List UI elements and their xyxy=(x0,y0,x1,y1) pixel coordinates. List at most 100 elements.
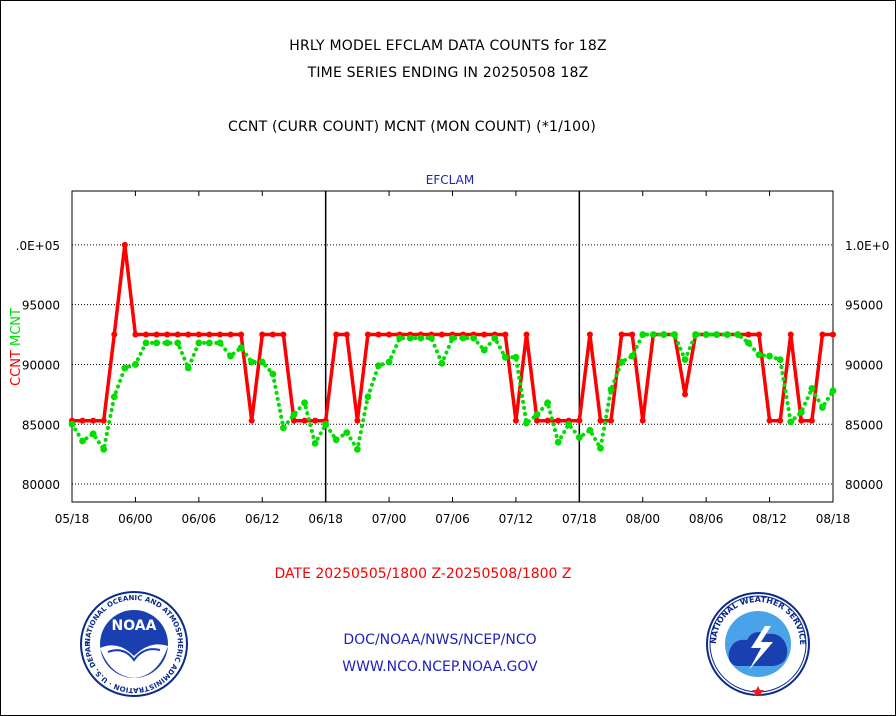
x-tick-label: 07/18 xyxy=(562,512,597,526)
data-point-mcnt xyxy=(470,334,478,342)
data-point-ccnt xyxy=(534,417,541,424)
y-axis-label: CCNT MCNT xyxy=(9,308,24,386)
data-point-ccnt xyxy=(216,331,223,338)
y-label-mcnt: MCNT xyxy=(9,308,24,350)
data-point-ccnt xyxy=(100,417,107,424)
data-point-mcnt xyxy=(100,445,108,453)
data-point-mcnt xyxy=(501,353,509,361)
data-point-mcnt xyxy=(110,393,118,401)
data-point-mcnt xyxy=(396,334,404,342)
y-tick-label-right: 90000 xyxy=(845,358,883,372)
data-point-mcnt xyxy=(713,331,721,338)
data-point-mcnt xyxy=(449,334,456,342)
y-tick-label-left: .0E+05 xyxy=(16,239,60,253)
data-point-mcnt xyxy=(163,339,171,347)
data-point-mcnt xyxy=(554,438,562,446)
data-point-mcnt xyxy=(607,386,615,393)
data-point-ccnt xyxy=(766,417,773,424)
data-point-ccnt xyxy=(343,331,350,338)
data-point-ccnt xyxy=(269,331,276,338)
data-point-ccnt xyxy=(576,417,583,424)
y-tick-label-right: 85000 xyxy=(845,418,883,432)
org-path[interactable]: DOC/NOAA/NWS/NCEP/NCO xyxy=(343,632,537,648)
data-point-mcnt xyxy=(575,434,583,441)
data-point-mcnt xyxy=(216,339,224,347)
data-point-ccnt xyxy=(164,331,171,338)
data-point-ccnt xyxy=(438,331,445,338)
data-point-mcnt xyxy=(406,334,414,342)
data-point-mcnt xyxy=(142,339,150,347)
data-point-ccnt xyxy=(629,331,636,338)
data-point-mcnt xyxy=(734,331,742,338)
data-point-mcnt xyxy=(438,359,446,367)
data-point-mcnt xyxy=(766,352,773,360)
data-point-mcnt xyxy=(819,404,826,411)
data-point-mcnt xyxy=(787,418,795,426)
x-tick-label: 06/12 xyxy=(245,512,280,526)
data-point-mcnt xyxy=(269,370,277,378)
data-point-mcnt xyxy=(301,399,308,407)
series-mcnt xyxy=(68,331,837,455)
data-point-mcnt xyxy=(491,334,499,342)
x-tick-label: 07/06 xyxy=(435,512,470,526)
data-point-mcnt xyxy=(132,361,139,368)
data-point-mcnt xyxy=(364,393,372,401)
data-point-ccnt xyxy=(195,331,202,338)
noaa-logo: NATIONAL OCEANIC AND ATMOSPHERIC ADMINIS… xyxy=(78,590,188,697)
noaa-wordmark: NOAA xyxy=(112,618,157,634)
data-point-ccnt xyxy=(682,391,689,398)
data-point-ccnt xyxy=(121,241,128,248)
data-point-mcnt xyxy=(723,331,731,338)
data-point-mcnt xyxy=(649,331,657,338)
data-point-ccnt xyxy=(142,331,149,338)
series-layer xyxy=(68,241,837,455)
data-point-ccnt xyxy=(808,417,815,424)
data-point-ccnt xyxy=(280,331,287,338)
data-point-mcnt xyxy=(544,399,552,407)
data-point-mcnt xyxy=(480,346,488,354)
nws-logo: NATIONAL WEATHER SERVICE xyxy=(706,592,810,696)
data-point-mcnt xyxy=(353,445,361,453)
data-point-mcnt xyxy=(523,419,530,427)
data-point-ccnt xyxy=(608,417,615,424)
data-point-ccnt xyxy=(586,331,593,338)
data-point-mcnt xyxy=(121,364,129,372)
data-point-ccnt xyxy=(555,417,562,424)
data-point-ccnt xyxy=(512,417,519,424)
grid-lines xyxy=(72,244,833,485)
data-point-mcnt xyxy=(322,420,330,428)
data-point-mcnt xyxy=(755,351,763,359)
data-point-ccnt xyxy=(227,331,234,338)
data-point-ccnt xyxy=(523,331,530,338)
x-tick-label: 06/18 xyxy=(308,512,343,526)
x-tick-label: 08/18 xyxy=(816,512,851,526)
data-point-ccnt xyxy=(819,331,826,338)
data-point-mcnt xyxy=(618,358,626,366)
x-tick-label: 08/00 xyxy=(625,512,660,526)
data-point-mcnt xyxy=(533,411,541,419)
data-point-ccnt xyxy=(248,417,255,424)
efclam-chart: EFCLAM 80000 80000 85000 85000 90000 90000 950… xyxy=(9,173,889,526)
website-link[interactable]: WWW.NCO.NCEP.NOAA.GOV xyxy=(342,659,538,675)
data-point-ccnt xyxy=(79,417,86,424)
panel-title: EFCLAM xyxy=(426,173,474,187)
y-tick-label-left: 85000 xyxy=(22,418,60,432)
x-tick-label: 07/12 xyxy=(499,512,534,526)
x-tick-label: 08/06 xyxy=(689,512,724,526)
data-point-ccnt xyxy=(375,331,382,338)
data-point-mcnt xyxy=(195,339,203,347)
y-tick-label-right: 95000 xyxy=(845,299,883,313)
data-point-ccnt xyxy=(798,417,805,424)
data-point-ccnt xyxy=(153,331,160,338)
chart-title-line-1: HRLY MODEL EFCLAM DATA COUNTS for 18Z xyxy=(289,38,607,54)
chart-title-line-3: CCNT (CURR COUNT) MCNT (MON COUNT) (*1/1… xyxy=(227,119,597,135)
y-tick-label-right: 80000 xyxy=(845,478,883,492)
data-point-ccnt xyxy=(111,331,118,338)
data-point-mcnt xyxy=(427,334,435,342)
data-point-mcnt xyxy=(343,429,351,437)
data-point-mcnt xyxy=(829,387,837,395)
data-point-ccnt xyxy=(174,331,181,338)
data-point-ccnt xyxy=(597,417,604,424)
data-point-mcnt xyxy=(628,352,636,360)
plot-area-border xyxy=(71,190,834,503)
